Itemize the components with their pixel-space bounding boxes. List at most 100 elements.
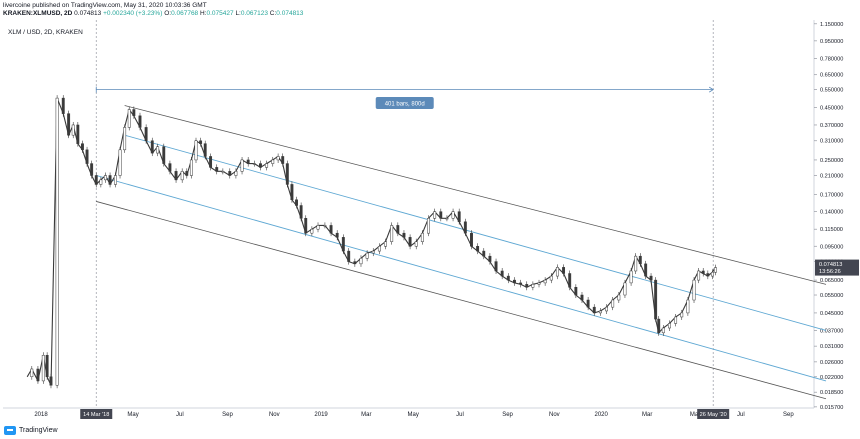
candle-body [276,156,280,161]
candle-body [189,159,193,176]
candle-body [634,255,638,272]
candle-body [537,282,541,285]
candle-body [94,175,98,185]
y-tick-label: 0.950000 [820,39,843,45]
candle-body [118,149,122,176]
candle-body [90,163,94,176]
candle-body [104,175,107,181]
x-tick-label: Nov [549,412,560,418]
candle-body [295,199,298,206]
candle-body [36,368,40,382]
x-tick-label: Jul [737,412,745,418]
y-tick-label: 0.310000 [820,139,843,145]
candle-body [697,270,701,281]
candle-body [290,184,294,201]
y-tick-label: 0.095000 [820,244,843,250]
candle-body [644,263,648,277]
candle-body [144,127,148,141]
channel-line-inner-upper [124,134,827,331]
candle-body [228,171,232,176]
candle-body [701,270,705,274]
candle-body [657,318,661,334]
candle-body [30,368,34,378]
current-price-label: 0.074813 [819,262,842,268]
candle-body [654,279,658,320]
measure-label: 401 bars, 800d [385,102,425,108]
candle-body [714,267,717,273]
candle-body [476,246,480,252]
candle-body [384,241,387,247]
candle-body [390,225,394,242]
candle-body [234,171,238,176]
candle-body [674,316,678,324]
tradingview-logo-icon [4,426,16,435]
candle-body [162,146,166,164]
candle-body [555,267,559,277]
candle-body [531,284,535,288]
candle-body [259,163,262,168]
y-tick-label: 0.018500 [820,390,843,396]
x-tick-label: Sep [502,412,513,418]
candle-body [209,156,213,168]
candle-body [359,258,363,265]
candle-body [414,241,418,247]
last-price: 0.074813 [74,10,102,17]
y-tick-label: 0.250000 [820,158,843,164]
x-tick-label: Mar [361,412,371,418]
channel-line-lower [96,201,827,400]
candle-body [67,113,71,136]
candle-body [439,211,443,219]
candle-body [623,282,627,296]
candle-body [365,252,369,259]
candle-body [710,271,714,277]
candle-body [470,232,473,247]
candle-body [199,140,203,144]
y-tick-label: 0.065000 [820,278,843,284]
price-line [26,97,716,386]
candle-body [580,294,584,301]
candle-body [113,175,117,185]
candle-body [513,279,516,284]
candle-body [408,237,412,247]
y-tick-label: 0.015700 [820,405,843,411]
low-value: 0.067123 [240,10,268,17]
x-tick-label: May [407,412,418,418]
date-tag-label: 26 May '20 [700,412,727,418]
candle-body [451,211,455,219]
candle-body [41,354,45,382]
candle-body [668,323,671,329]
candle-body [246,159,250,164]
candle-body [586,299,590,308]
candle-body [568,273,572,288]
x-tick-label: Sep [222,412,233,418]
y-tick-label: 0.450000 [820,106,843,112]
candle-body [706,273,710,277]
candle-body [71,124,75,136]
candle-body [396,225,400,234]
open-value: 0.067768 [171,10,199,17]
y-tick-label: 0.022000 [820,375,843,381]
current-price-countdown: 13:56:26 [819,269,841,275]
candle-body [150,140,154,154]
candle-body [463,221,467,234]
candle-body [506,275,510,281]
candle-body [371,250,375,254]
candle-body [377,246,381,252]
x-tick-label: 2018 [34,412,48,418]
y-tick-label: 0.026000 [820,360,843,366]
x-tick-label: Sep [783,412,794,418]
candle-body [482,250,486,257]
candle-body [132,109,136,117]
x-tick-label: 2019 [314,412,328,418]
candle-body [108,175,112,185]
y-tick-label: 1.150000 [820,22,843,28]
price-change: +0.002340 (+3.23%) [103,10,163,17]
candle-body [49,376,53,386]
candle-body [500,270,504,277]
candle-body [55,97,59,386]
date-tag-bg [80,409,113,419]
channel-line-upper [124,105,827,285]
chart-title: XLM / USD, 2D, KRAKEN [8,29,83,36]
candle-body [85,149,89,164]
